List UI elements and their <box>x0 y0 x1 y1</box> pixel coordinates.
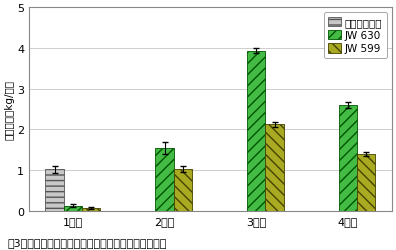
Bar <box>155 148 174 211</box>
Bar <box>357 154 375 211</box>
Bar <box>174 170 192 211</box>
Bar <box>64 206 82 211</box>
Bar <box>46 170 64 211</box>
Bar <box>247 52 265 211</box>
Legend: ネピアグラス, JW 630, JW 599: ネピアグラス, JW 630, JW 599 <box>324 13 386 59</box>
Bar <box>82 208 101 211</box>
Y-axis label: 乾物収量（kg/株）: 乾物収量（kg/株） <box>4 80 14 140</box>
Text: 図3．株出し栅培による１株あたりの乾物収量の変化: 図3．株出し栅培による１株あたりの乾物収量の変化 <box>8 238 167 248</box>
Bar <box>339 106 357 211</box>
Bar <box>265 124 284 211</box>
